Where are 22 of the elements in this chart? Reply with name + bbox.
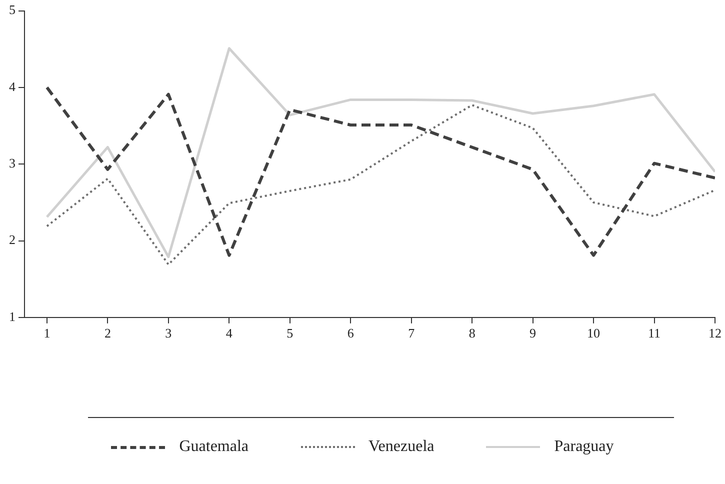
legend-label: Guatemala (179, 438, 249, 456)
x-tick-label: 11 (648, 326, 661, 341)
x-tick-label: 9 (530, 326, 536, 341)
y-tick-label: 5 (9, 2, 16, 18)
x-tick-label: 6 (347, 326, 354, 341)
legend-label: Paraguay (554, 438, 614, 456)
x-tick-label: 2 (104, 326, 111, 341)
y-tick-label: 1 (9, 308, 16, 324)
x-tick-label: 4 (226, 326, 233, 341)
line-series (45, 86, 715, 257)
x-tick-label: 3 (165, 326, 172, 341)
x-tick-label: 10 (587, 326, 600, 341)
y-tick-label: 3 (9, 156, 16, 171)
x-tick-label: 8 (468, 326, 476, 341)
x-tick-label: 1 (44, 326, 50, 341)
legend-label: Venezuela (368, 438, 434, 456)
x-tick-label: 5 (286, 326, 294, 341)
y-tick-label: 2 (9, 232, 16, 248)
line-series (46, 104, 715, 266)
y-tick-label: 4 (9, 78, 16, 94)
x-tick-label: 7 (408, 326, 416, 341)
x-tick-label: 12 (708, 326, 722, 341)
